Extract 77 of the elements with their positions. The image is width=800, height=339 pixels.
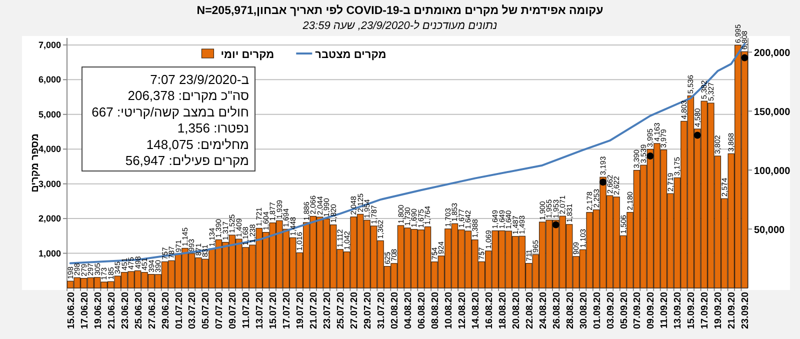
x-tick-label: 31.07.20 <box>376 292 388 329</box>
y-tick-label: 5,000 <box>38 109 61 120</box>
y2-tick-label: 50,000 <box>754 225 786 236</box>
x-tick-label: 15.09.20 <box>686 292 698 329</box>
x-tick-label: 19.09.20 <box>713 292 724 329</box>
x-tick-label: 17.09.20 <box>700 292 711 329</box>
x-tick-label: 21.06.20 <box>106 292 118 329</box>
y-tick-label: 3,000 <box>38 178 61 189</box>
x-tick-label: 09.07.20 <box>228 292 239 329</box>
x-tick-label: 28.08.20 <box>564 292 576 329</box>
x-tick-label: 17.06.20 <box>79 292 90 329</box>
x-tick-label: 13.07.20 <box>254 292 266 329</box>
x-tick-label: 11.07.20 <box>241 292 252 328</box>
x-tick-label: 26.08.20 <box>551 292 562 329</box>
point <box>646 152 654 160</box>
x-tick-label: 15.07.20 <box>268 292 280 329</box>
x-tick-label: 12.08.20 <box>456 292 468 329</box>
annotation: מחלימים: 148,075 <box>146 136 249 152</box>
y-tick-label: 4,000 <box>38 144 61 154</box>
x-tick-label: 19.06.20 <box>92 292 104 329</box>
x-tick-label: 27.07.20 <box>349 292 360 329</box>
x-tick-label: 01.09.20 <box>592 292 603 329</box>
annotation: ב-23/9/2020 7:07 <box>150 72 250 87</box>
y2-tick-label: 100,000 <box>754 166 791 178</box>
y2-tick-label: 150,000 <box>754 107 791 118</box>
x-tick-label: 23.09.20 <box>740 292 752 329</box>
x-tick-label: 08.08.20 <box>430 292 441 329</box>
y-tick-label: 6,000 <box>38 74 61 85</box>
x-tick-label: 05.09.20 <box>618 292 630 329</box>
x-tick-label: 06.08.20 <box>416 292 428 329</box>
annotation: נפטרו: 1,356 <box>177 120 249 136</box>
point <box>741 54 748 62</box>
x-tick-label: 02.08.20 <box>390 292 401 329</box>
x-tick-label: 21.07.20 <box>308 292 320 329</box>
x-tick-label: 07.09.20 <box>632 292 644 329</box>
x-tick-label: 17.07.20 <box>282 292 293 329</box>
x-tick-label: 25.07.20 <box>336 292 347 329</box>
x-tick-label: 23.07.20 <box>322 292 334 329</box>
annotation: סה"כ מקרים: 206,378 <box>128 88 249 104</box>
x-tick-label: 24.08.20 <box>538 292 549 329</box>
x-tick-label: 03.07.20 <box>187 292 198 329</box>
x-tick-label: 29.07.20 <box>362 292 374 329</box>
x-tick-label: 01.07.20 <box>174 292 185 329</box>
legend-label: מקרים מצטבר <box>315 49 386 61</box>
chart-title: עקומה אפידמית של מקרים מאומתים ב-COVID-19 לפי תאריך אבחון,N=205,971 <box>196 4 604 17</box>
x-tick-label: 09.09.20 <box>646 292 657 329</box>
x-tick-label: 13.09.20 <box>672 292 684 329</box>
point <box>552 221 560 228</box>
x-tick-label: 21.09.20 <box>726 292 738 329</box>
x-tick-label: 05.07.20 <box>200 292 212 329</box>
chart-subtitle: נתונים מעודכנים ל-23/9/2020, שעה 23:59 <box>302 20 498 32</box>
x-tick-label: 11.09.20 <box>659 292 670 328</box>
x-tick-label: 16.08.20 <box>484 292 495 329</box>
x-tick-label: 04.08.20 <box>403 292 414 329</box>
x-tick-label: 03.09.20 <box>605 292 616 329</box>
legend-label: מקרים יומי <box>220 49 274 61</box>
x-tick-label: 19.07.20 <box>295 292 306 329</box>
y2-tick-label: 200,000 <box>754 48 791 60</box>
x-tick-label: 10.08.20 <box>443 292 454 329</box>
x-tick-label: 30.08.20 <box>578 292 590 329</box>
x-tick-label: 29.06.20 <box>160 292 172 329</box>
x-tick-label: 22.08.20 <box>524 292 536 329</box>
x-tick-label: 20.08.20 <box>510 292 522 329</box>
x-tick-label: 14.08.20 <box>470 292 482 329</box>
x-tick-label: 25.06.20 <box>133 292 144 329</box>
x-tick-label: 27.06.20 <box>146 292 158 329</box>
y-tick-label: 1,000 <box>38 248 61 258</box>
x-tick-label: 15.06.20 <box>66 292 77 329</box>
x-tick-label: 18.08.20 <box>497 292 508 329</box>
annotation: מקרים פעילים: 56,947 <box>125 153 249 168</box>
point <box>694 132 701 139</box>
x-tick-label: 23.06.20 <box>120 292 131 329</box>
point <box>600 178 607 186</box>
annotation: חולים במצב קשה/קריטי: 667 <box>92 104 249 120</box>
x-tick-label: 07.07.20 <box>214 292 226 329</box>
y-tick-label: 7,000 <box>38 40 61 50</box>
y-tick-label: 2,000 <box>38 214 61 224</box>
